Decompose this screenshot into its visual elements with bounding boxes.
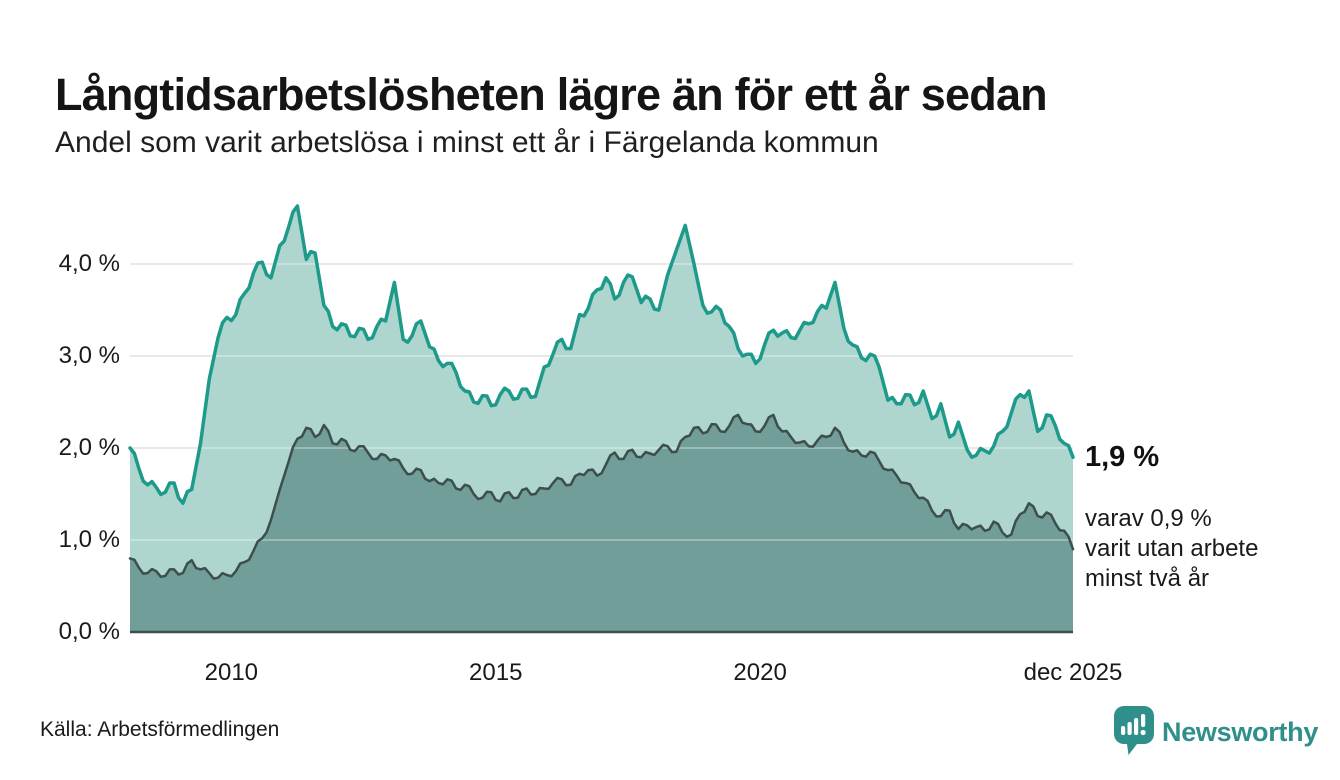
y-tick-label: 4,0 % xyxy=(58,250,120,277)
y-tick-label: 0,0 % xyxy=(58,618,120,645)
y-tick-label: 3,0 % xyxy=(58,342,120,369)
y-tick-label: 1,0 % xyxy=(58,526,120,553)
page-title: Långtidsarbetslösheten lägre än för ett … xyxy=(55,69,1048,121)
x-tick-label: dec 2025 xyxy=(1023,659,1123,686)
secondary-value-annotation: varav 0,9 % varit utan arbete minst två … xyxy=(1085,505,1259,592)
source-label: Källa: Arbetsförmedlingen xyxy=(40,718,280,741)
newsworthy-bubble-icon xyxy=(1114,706,1154,755)
x-tick-label: 2020 xyxy=(733,659,787,686)
page-subtitle: Andel som varit arbetslösa i minst ett å… xyxy=(55,126,879,159)
newsworthy-logo: Newsworthy xyxy=(1114,706,1318,756)
newsworthy-wordmark: Newsworthy xyxy=(1162,717,1319,747)
y-tick-label: 2,0 % xyxy=(58,434,120,461)
latest-value-annotation: 1,9 % xyxy=(1085,441,1160,473)
x-tick-label: 2015 xyxy=(469,659,523,686)
x-tick-label: 2010 xyxy=(204,659,259,686)
